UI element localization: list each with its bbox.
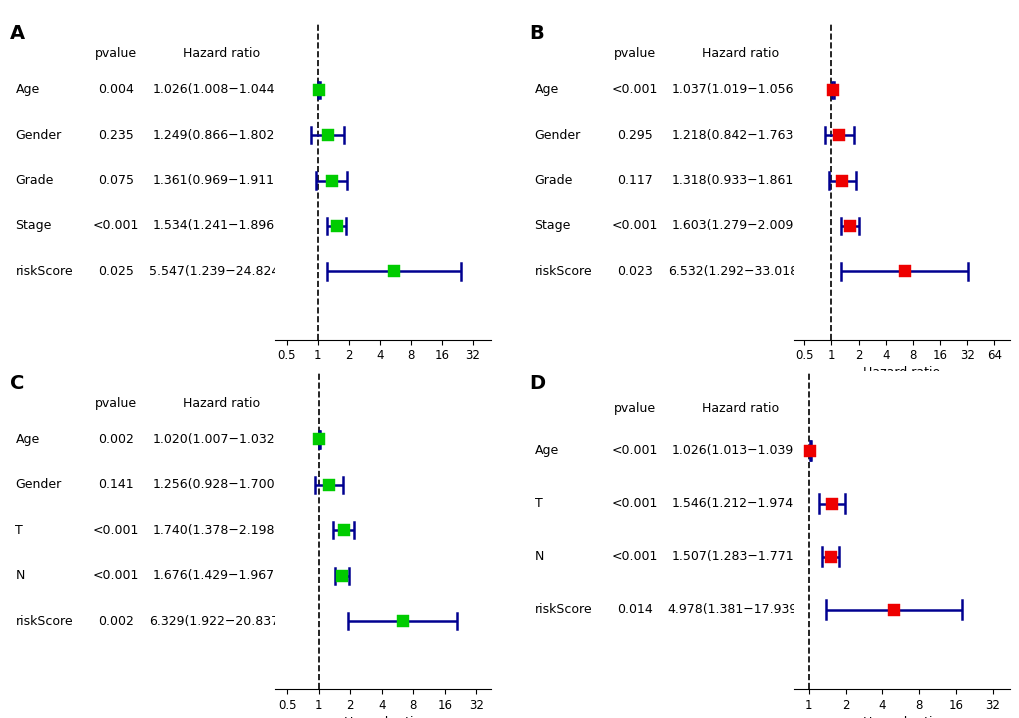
Text: <0.001: <0.001 [611, 498, 657, 510]
Text: Grade: Grade [15, 174, 54, 187]
Text: Age: Age [15, 83, 40, 96]
Text: Hazard ratio: Hazard ratio [183, 47, 260, 60]
Text: 4.978(1.381−17.939): 4.978(1.381−17.939) [667, 603, 802, 616]
Text: Gender: Gender [534, 129, 580, 141]
Text: <0.001: <0.001 [611, 220, 657, 233]
Text: D: D [529, 374, 545, 393]
Text: Age: Age [534, 83, 558, 96]
Text: T: T [15, 524, 23, 537]
Text: Age: Age [534, 444, 558, 457]
Text: 0.002: 0.002 [98, 433, 133, 446]
Text: Stage: Stage [15, 220, 52, 233]
Text: riskScore: riskScore [15, 265, 73, 278]
Text: 6.329(1.922−20.837): 6.329(1.922−20.837) [149, 615, 283, 628]
X-axis label: Hazard ratio: Hazard ratio [862, 366, 940, 379]
X-axis label: Hazard ratio: Hazard ratio [343, 716, 421, 718]
Text: 0.004: 0.004 [98, 83, 133, 96]
Text: pvalue: pvalue [95, 396, 137, 409]
Text: Gender: Gender [15, 478, 62, 491]
Text: 6.532(1.292−33.018): 6.532(1.292−33.018) [667, 265, 802, 278]
Text: <0.001: <0.001 [93, 569, 139, 582]
Text: riskScore: riskScore [15, 615, 73, 628]
Text: 1.218(0.842−1.763): 1.218(0.842−1.763) [672, 129, 798, 141]
Text: 1.256(0.928−1.700): 1.256(0.928−1.700) [153, 478, 280, 491]
Text: Grade: Grade [534, 174, 573, 187]
Text: N: N [15, 569, 24, 582]
Text: 5.547(1.239−24.824): 5.547(1.239−24.824) [149, 265, 283, 278]
Text: 1.020(1.007−1.032): 1.020(1.007−1.032) [153, 433, 280, 446]
Text: 1.361(0.969−1.911): 1.361(0.969−1.911) [153, 174, 279, 187]
Text: <0.001: <0.001 [611, 550, 657, 564]
Text: 1.676(1.429−1.967): 1.676(1.429−1.967) [153, 569, 279, 582]
Text: Gender: Gender [15, 129, 62, 141]
Text: 0.002: 0.002 [98, 615, 133, 628]
Text: 1.037(1.019−1.056): 1.037(1.019−1.056) [672, 83, 798, 96]
Text: N: N [534, 550, 543, 564]
Text: <0.001: <0.001 [93, 220, 139, 233]
Text: <0.001: <0.001 [611, 444, 657, 457]
Text: 1.318(0.933−1.861): 1.318(0.933−1.861) [672, 174, 798, 187]
X-axis label: Hazard ratio: Hazard ratio [862, 716, 940, 718]
Text: 1.546(1.212−1.974): 1.546(1.212−1.974) [672, 498, 798, 510]
Text: 0.075: 0.075 [98, 174, 133, 187]
Text: 1.534(1.241−1.896): 1.534(1.241−1.896) [153, 220, 279, 233]
Text: 0.025: 0.025 [98, 265, 133, 278]
Text: pvalue: pvalue [613, 402, 655, 415]
Text: A: A [10, 24, 25, 43]
Text: 1.507(1.283−1.771): 1.507(1.283−1.771) [671, 550, 798, 564]
Text: Hazard ratio: Hazard ratio [701, 402, 779, 415]
Text: <0.001: <0.001 [611, 83, 657, 96]
Text: 0.117: 0.117 [616, 174, 652, 187]
Text: 0.014: 0.014 [616, 603, 652, 616]
Text: Hazard ratio: Hazard ratio [183, 396, 260, 409]
Text: B: B [529, 24, 543, 43]
Text: 1.603(1.279−2.009): 1.603(1.279−2.009) [672, 220, 798, 233]
Text: <0.001: <0.001 [93, 524, 139, 537]
Text: 0.295: 0.295 [616, 129, 652, 141]
Text: 1.249(0.866−1.802): 1.249(0.866−1.802) [153, 129, 280, 141]
Text: pvalue: pvalue [95, 47, 137, 60]
Text: riskScore: riskScore [534, 603, 592, 616]
Text: 1.026(1.008−1.044): 1.026(1.008−1.044) [153, 83, 280, 96]
Text: Age: Age [15, 433, 40, 446]
Text: C: C [10, 373, 24, 393]
Text: 0.235: 0.235 [98, 129, 133, 141]
Text: riskScore: riskScore [534, 265, 592, 278]
Text: Stage: Stage [534, 220, 571, 233]
Text: T: T [534, 498, 542, 510]
Text: 1.740(1.378−2.198): 1.740(1.378−2.198) [153, 524, 280, 537]
Text: pvalue: pvalue [613, 47, 655, 60]
Text: 1.026(1.013−1.039): 1.026(1.013−1.039) [672, 444, 798, 457]
Text: Hazard ratio: Hazard ratio [701, 47, 779, 60]
Text: 0.141: 0.141 [98, 478, 133, 491]
Text: 0.023: 0.023 [616, 265, 652, 278]
